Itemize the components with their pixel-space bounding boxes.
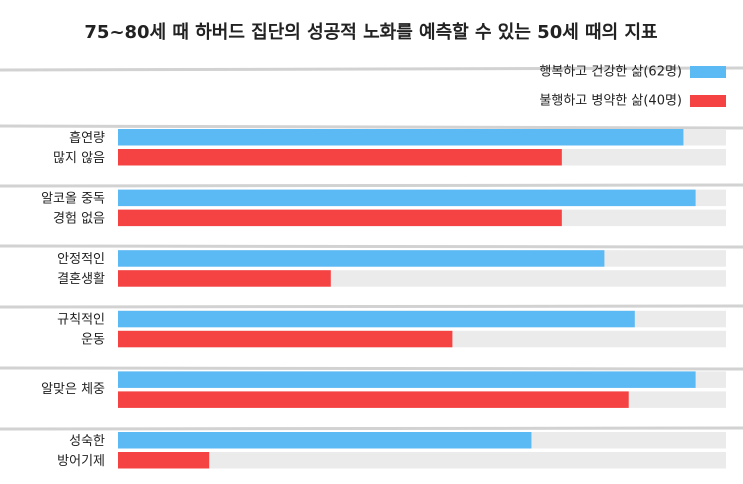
category-label: 운동 [81,333,105,348]
bar [118,209,562,227]
bar [118,452,210,469]
bar [118,250,605,267]
category-label: 흡연량 [69,131,105,146]
bar [118,330,453,348]
separator [0,183,743,188]
separator [0,244,743,249]
separator [0,124,743,130]
separator [0,426,743,431]
bar [118,270,331,287]
bar [118,310,635,328]
bar [118,432,532,449]
bar-track [118,452,726,469]
separator [0,366,743,371]
bar [118,391,629,408]
category-label: 결혼생활 [57,272,105,287]
category-label: 많지 않음 [53,151,105,166]
bar [118,129,684,146]
legend-swatch [690,66,726,78]
separators [0,66,743,431]
legend-label: 불행하고 병약한 삶(40명) [539,93,682,109]
category-label: 알맞은 체중 [41,382,105,397]
separator [0,66,743,72]
separator [0,304,743,309]
category-label: 성숙한 [69,434,105,449]
legend-label: 행복하고 건강한 삶(62명) [539,64,682,80]
bar [118,149,562,166]
category-label: 안정적인 [57,252,105,267]
category-label: 규칙적인 [57,313,105,328]
category-label: 방어기제 [57,454,105,469]
legend-swatch [690,95,726,107]
bar [118,371,696,388]
category-label: 경험 없음 [53,211,105,226]
category-label: 알코올 중독 [41,191,105,206]
bar [118,189,696,207]
chart-title: 75~80세 때 하버드 집단의 성공적 노화를 예측할 수 있는 50세 때의… [84,21,657,43]
